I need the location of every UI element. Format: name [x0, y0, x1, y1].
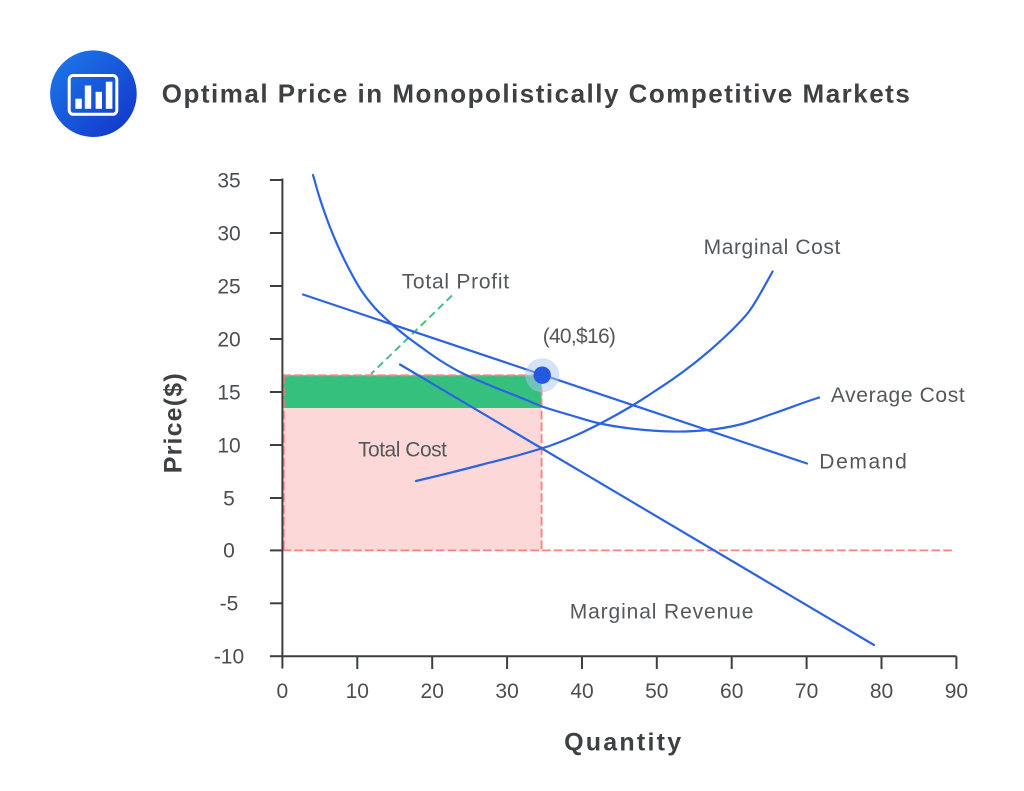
- svg-text:Quantity: Quantity: [564, 729, 681, 757]
- svg-text:30: 30: [495, 680, 518, 703]
- svg-text:40: 40: [570, 680, 593, 703]
- svg-text:25: 25: [217, 275, 240, 298]
- svg-text:50: 50: [645, 680, 668, 703]
- svg-text:(40,$16): (40,$16): [543, 325, 616, 348]
- svg-text:Total Cost: Total Cost: [358, 439, 447, 462]
- svg-text:-10: -10: [214, 646, 244, 669]
- svg-text:20: 20: [217, 328, 240, 351]
- svg-text:10: 10: [217, 434, 240, 457]
- svg-text:0: 0: [223, 540, 235, 563]
- svg-text:10: 10: [346, 680, 369, 703]
- svg-text:Price($): Price($): [160, 373, 188, 473]
- svg-text:Marginal Cost: Marginal Cost: [704, 236, 841, 259]
- svg-text:Demand: Demand: [819, 451, 907, 474]
- svg-text:15: 15: [217, 381, 240, 404]
- svg-text:35: 35: [217, 169, 240, 192]
- svg-text:Total Profit: Total Profit: [402, 271, 510, 294]
- svg-text:0: 0: [277, 680, 289, 703]
- svg-text:30: 30: [217, 222, 240, 245]
- svg-text:90: 90: [945, 680, 968, 703]
- svg-text:Optimal Price in Monopolistica: Optimal Price in Monopolistically Compet…: [162, 78, 910, 108]
- svg-text:-5: -5: [220, 593, 239, 616]
- svg-text:Average Cost: Average Cost: [831, 384, 965, 407]
- svg-text:80: 80: [870, 680, 893, 703]
- svg-text:60: 60: [720, 680, 743, 703]
- svg-text:5: 5: [223, 487, 235, 510]
- svg-text:Marginal Revenue: Marginal Revenue: [570, 600, 754, 623]
- svg-text:70: 70: [795, 680, 818, 703]
- svg-text:20: 20: [421, 680, 444, 703]
